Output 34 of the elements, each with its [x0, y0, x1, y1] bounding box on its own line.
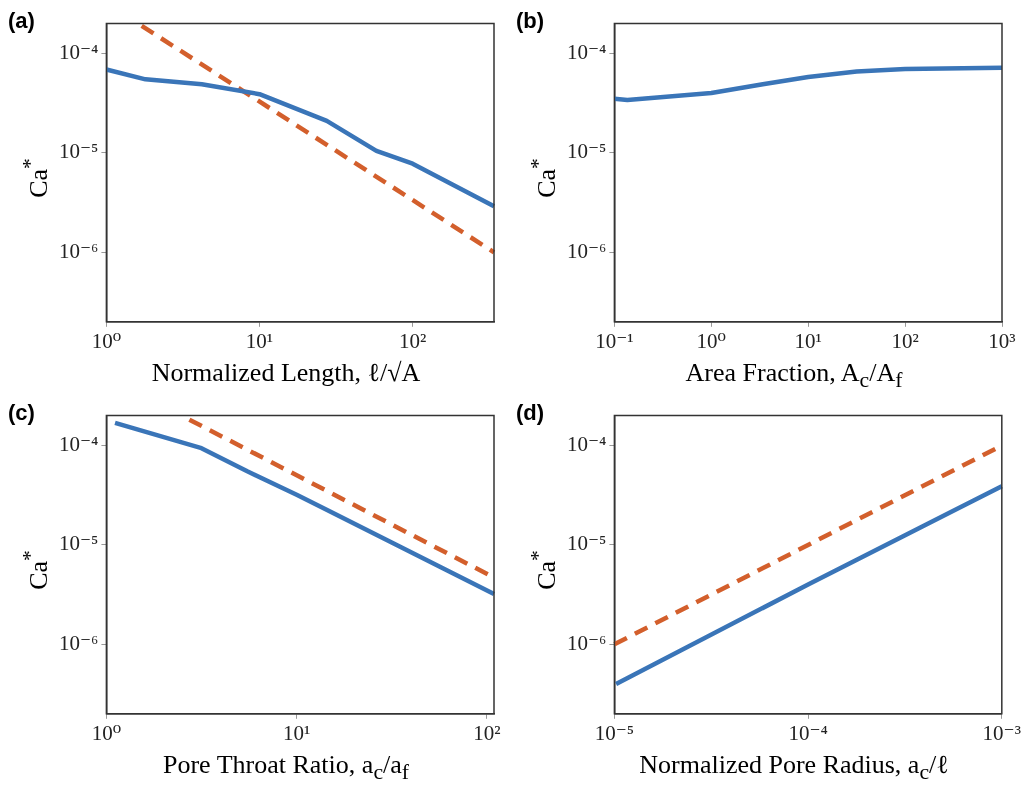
x-tick-label: 10⁻³ — [982, 720, 1022, 745]
x-tick-label: 10⁻⁵ — [594, 720, 635, 745]
y-tick-label: 10⁻⁵ — [59, 531, 99, 556]
y-tick-label: 10⁻⁴ — [59, 40, 99, 65]
x-axis-title: Pore Throat Ratio, a$_{c}$/a$_{f}$ — [162, 750, 410, 786]
x-axis-title: Normalized Length, ℓ/√A — [150, 358, 422, 388]
chart-title: (d) — [516, 400, 545, 426]
x-tick-label: 10⁻¹ — [595, 328, 634, 353]
y-tick-label: 10⁻⁶ — [59, 630, 99, 655]
y-tick-label: 10⁻⁶ — [567, 630, 607, 655]
x-tick-label: 10⁰ — [91, 328, 122, 353]
chart-title: (c) — [8, 400, 35, 426]
x-tick-label: 10¹ — [794, 328, 822, 353]
chart-title: (b) — [516, 8, 545, 34]
y-tick-label: 10⁻⁵ — [567, 139, 607, 164]
x-tick-label: 10¹ — [245, 328, 274, 353]
x-tick-label: 10⁰ — [696, 328, 727, 353]
x-tick-label: 10³ — [988, 328, 1016, 353]
x-tick-label: 10⁰ — [91, 720, 122, 745]
x-tick-label: 10² — [891, 328, 919, 353]
x-tick-label: 10⁻⁴ — [788, 720, 828, 745]
y-tick-label: 10⁻⁶ — [59, 238, 99, 263]
y-tick-label: 10⁻⁶ — [567, 238, 607, 263]
y-tick-label: 10⁻⁵ — [59, 139, 99, 164]
y-tick-label: 10⁻⁴ — [59, 432, 99, 457]
y-tick-label: 10⁻⁴ — [567, 40, 607, 65]
x-axis-title: Area Fraction, A$_{c}$/A$_{f}$ — [684, 358, 904, 394]
x-tick-label: 10¹ — [282, 720, 311, 745]
y-tick-label: 10⁻⁴ — [567, 432, 607, 457]
chart-title: (a) — [8, 8, 35, 34]
y-tick-label: 10⁻⁵ — [567, 531, 607, 556]
x-tick-label: 10² — [398, 328, 427, 353]
x-tick-label: 10² — [473, 720, 501, 745]
x-axis-title: Normalized Pore Radius, a$_{c}$/ℓ — [638, 750, 950, 786]
